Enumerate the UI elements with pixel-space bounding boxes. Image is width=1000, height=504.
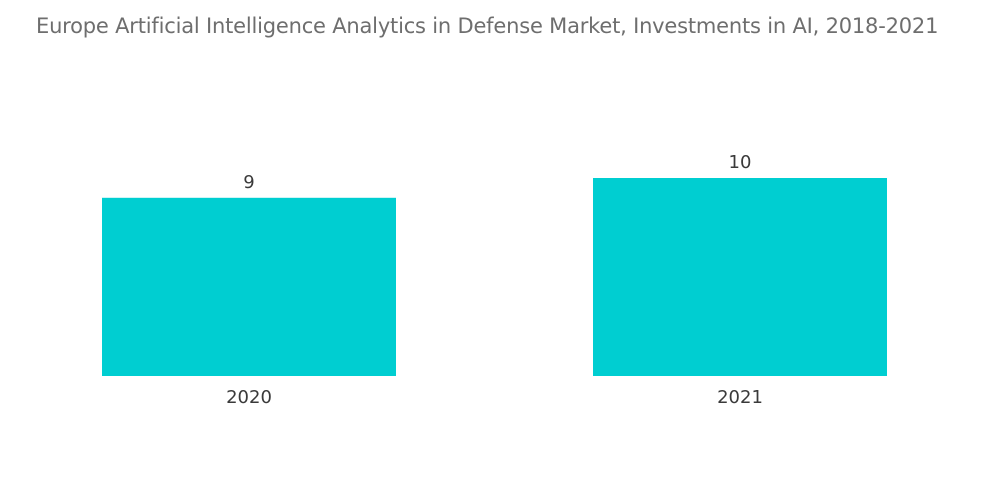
bar-value-label: 10 [729,152,752,173]
bar-2021 [593,178,887,376]
bars-layer [102,178,887,376]
labels-layer: 9 2020 10 2021 [226,152,763,408]
bar-2020 [102,197,396,376]
chart-title: Europe Artificial Intelligence Analytics… [36,14,939,38]
x-axis-tick-label: 2021 [717,387,763,408]
bar-value-label: 9 [243,172,254,193]
x-axis-tick-label: 2020 [226,387,272,408]
